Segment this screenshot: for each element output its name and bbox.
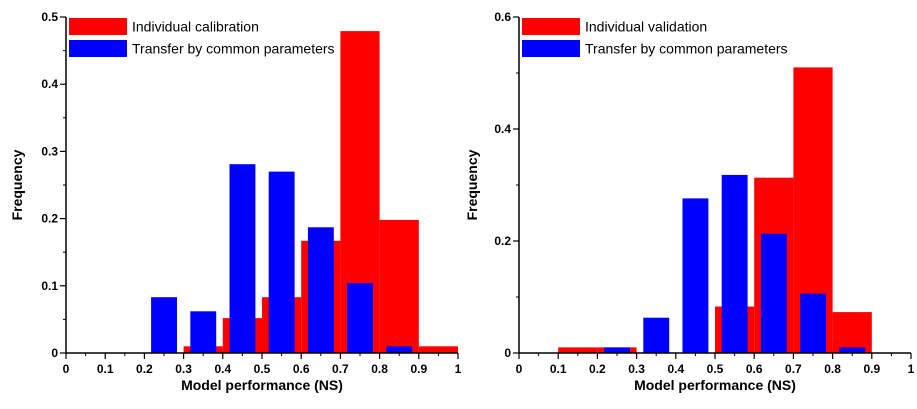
y-tick-label: 0.2 [41,212,58,226]
x-tick-label: 0.3 [628,362,645,376]
legend-label-transfer: Transfer by common parameters [132,41,335,57]
x-tick-label: 0.4 [214,362,231,376]
bar-transfer-0 [151,297,177,353]
x-tick-label: 0.9 [863,362,880,376]
legend-label-transfer: Transfer by common parameters [585,41,788,57]
bar-individual-5 [379,219,419,353]
legend-label-individual: Individual calibration [132,19,259,35]
bar-transfer-1 [643,317,670,353]
y-tick-label: 0 [504,346,511,360]
x-tick-label: 0.3 [175,362,192,376]
series-transfer [604,174,866,353]
chart-right-validation: 0 0.1 0.2 0.3 0.4 0.5 0.6 0.7 0.8 0.9 100.20.40.6M… [464,10,915,393]
x-tick-label: 0.6 [746,362,763,376]
x-tick-label: 0.9 [410,362,427,376]
series-transfer [151,164,413,353]
chart-left-calibration: 0 0.1 0.2 0.3 0.4 0.5 0.6 0.7 0.8 0.9 1 0 0.1 0.2 0.3 0… [9,10,462,393]
x-tick-label: 0.7 [785,362,802,376]
x-tick-label: 0.8 [824,362,841,376]
y-tick-label: 0.3 [41,144,58,158]
x-tick-label: 1 [455,362,462,376]
x-axis-title: Model performance (NS) [181,377,343,393]
x-tick-label: 0 [516,362,523,376]
bar-individual-0 [558,347,598,353]
x-tick-label: 0.7 [332,362,349,376]
x-tick-label: 0.4 [667,362,684,376]
bar-transfer-6 [839,347,866,353]
bar-transfer-3 [721,174,748,353]
bar-transfer-2 [682,198,709,353]
y-axis-title: Frequency [464,149,480,220]
x-tick-label: 0.6 [293,362,310,376]
bar-transfer-6 [386,346,413,353]
bar-transfer-5 [800,293,826,353]
y-tick-label: 0.5 [41,10,58,24]
y-tick-label: 0.2 [494,234,511,248]
bar-transfer-2 [229,164,256,353]
x-tick-label: 1 [908,362,915,376]
y-tick-label: 0.4 [41,77,58,91]
x-tick-label: 0 [63,362,70,376]
y-axis-title: Frequency [9,149,25,220]
bar-individual-6 [418,346,458,353]
y-tick-label: 0.4 [494,122,511,136]
x-axis-title: Model performance (NS) [634,377,796,393]
bar-transfer-0 [604,347,630,353]
x-tick-label: 0.1 [550,362,567,376]
legend-label-individual: Individual validation [585,19,707,35]
bar-transfer-5 [347,283,373,353]
bar-transfer-3 [268,171,295,353]
x-tick-label: 0.2 [136,362,153,376]
y-tick-label: 0.6 [494,10,511,24]
x-tick-label: 0.5 [254,362,271,376]
legend-swatch-individual [522,18,580,35]
legend-swatch-transfer [69,40,127,57]
x-tick-label: 0.2 [589,362,606,376]
legend: Individual validation Transfer by common … [522,18,788,57]
y-tick-label: 0.1 [41,279,58,293]
legend: Individual calibration Transfer by common… [69,18,335,57]
bar-individual-5 [832,312,872,353]
bar-transfer-1 [190,311,217,353]
x-tick-label: 0.8 [371,362,388,376]
legend-swatch-individual [69,18,127,35]
bar-transfer-4 [307,227,334,353]
legend-swatch-transfer [522,40,580,57]
bar-transfer-4 [760,233,787,353]
y-tick-label: 0 [51,346,58,360]
x-tick-label: 0.1 [97,362,114,376]
x-tick-label: 0.5 [707,362,724,376]
